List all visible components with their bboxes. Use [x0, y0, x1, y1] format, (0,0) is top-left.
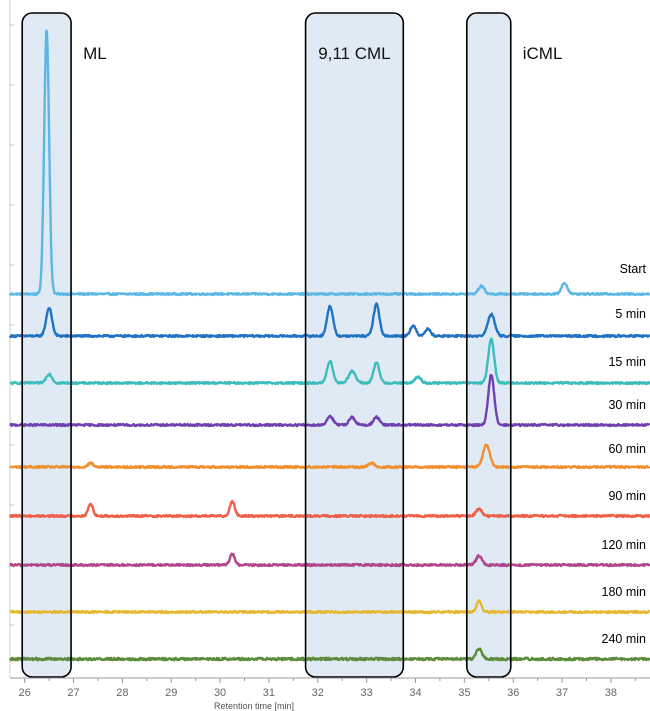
region-band-2: [305, 13, 404, 677]
highlight-region-outlines: [21, 12, 512, 678]
trace-label: 120 min: [602, 538, 647, 552]
region-outline-1: [21, 12, 72, 678]
x-tick-label: 27: [67, 687, 79, 699]
x-tick-label: 31: [263, 687, 275, 699]
x-tick-label: 36: [507, 687, 519, 699]
x-axis: 26 27 28 29 30 31 32 33 34 35 36 37 38: [10, 677, 650, 699]
trace-label: 5 min: [615, 307, 646, 321]
trace-label: 240 min: [602, 632, 647, 646]
trace-label: 30 min: [608, 398, 646, 412]
trace-line: [9, 552, 650, 568]
trace-line: [8, 302, 650, 339]
x-tick-label: 29: [165, 687, 177, 699]
region-outline-3: [465, 12, 512, 678]
trace-line: [9, 599, 650, 615]
region-label-2: 9,11 CML: [318, 44, 390, 63]
region-band-1: [22, 13, 72, 677]
x-tick-label: 28: [116, 687, 128, 699]
region-outline-2: [304, 12, 405, 678]
x-tick-label: 30: [214, 687, 226, 699]
trace-line: [9, 29, 650, 297]
trace-line: [8, 647, 650, 662]
x-axis-title: Retention time [min]: [214, 701, 294, 711]
trace-label: 15 min: [608, 355, 646, 369]
trace-line: [8, 500, 650, 519]
trace-labels: Start 5 min 15 min 30 min 60 min 90 min 120 mi…: [602, 262, 647, 646]
trace-line: [9, 443, 650, 470]
highlight-region-labels: ML 9,11 CML iCML: [83, 44, 562, 63]
trace-label: 90 min: [608, 489, 646, 503]
x-tick-label: 35: [458, 687, 470, 699]
x-tick-label: 26: [19, 687, 31, 699]
trace-line: [9, 373, 650, 428]
highlight-regions: [22, 13, 511, 677]
x-tick-label: 33: [361, 687, 373, 699]
trace-label: Start: [620, 262, 647, 276]
x-tick-label: 32: [312, 687, 324, 699]
trace-label: 60 min: [608, 442, 646, 456]
trace-label: 180 min: [602, 585, 647, 599]
x-tick-label: 37: [556, 687, 568, 699]
plot-frame: [9, 0, 14, 678]
trace-lines: [8, 29, 650, 662]
region-label-3: iCML: [523, 44, 563, 63]
region-label-1: ML: [83, 44, 107, 63]
x-tick-label: 34: [409, 687, 421, 699]
x-tick-label: 38: [605, 687, 617, 699]
trace-line: [9, 337, 650, 386]
